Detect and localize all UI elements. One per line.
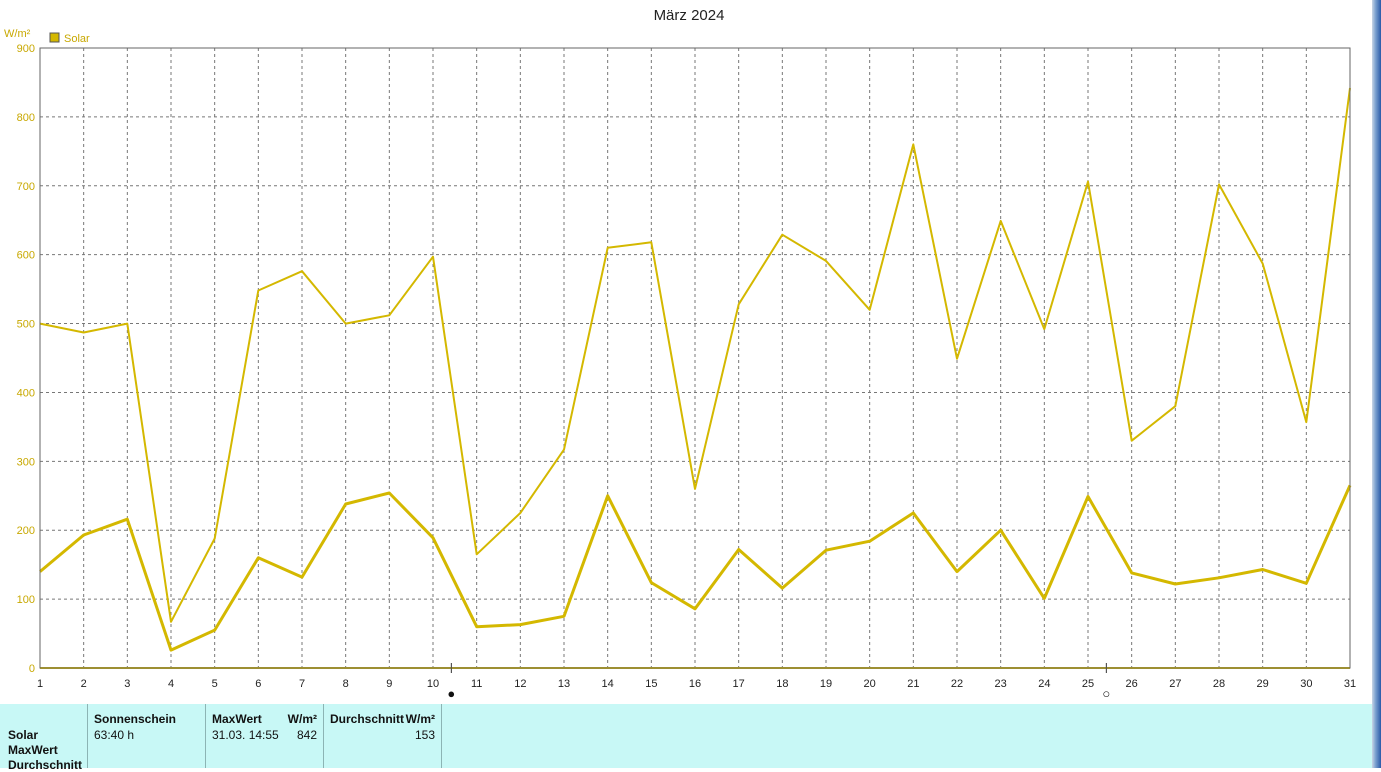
x-tick-label: 16 [689,678,701,690]
y-axis-unit: W/m² [4,28,31,40]
row-label-solar: Solar [8,728,39,742]
x-tick-label: 9 [386,678,392,690]
stats-label-column [0,704,88,768]
x-tick-label: 13 [558,678,570,690]
maxwert-datetime: 31.03. 14:55 [212,728,279,742]
x-tick-label: 30 [1300,678,1312,690]
x-tick-label: 12 [514,678,526,690]
x-tick-label: 14 [602,678,614,690]
y-tick-label: 0 [29,663,35,675]
y-tick-label: 600 [17,250,35,262]
row-label-maxwert: MaxWert [8,743,58,757]
series-group [39,87,1352,652]
x-tick-label: 15 [645,678,657,690]
x-tick-label: 23 [995,678,1007,690]
x-tick-label: 20 [864,678,876,690]
y-tick-label: 900 [17,43,35,55]
x-tick-label: 18 [776,678,788,690]
legend-label: Solar [64,33,90,45]
x-tick-label: 8 [343,678,349,690]
x-tick-label: 26 [1126,678,1138,690]
x-tick-label: 22 [951,678,963,690]
col-header-maxwert: MaxWert [212,712,262,726]
x-tick-label: 4 [168,678,174,690]
stats-col-maxwert: MaxWert W/m² 31.03. 14:55 842 [206,704,324,768]
y-tick-label: 700 [17,181,35,193]
legend-swatch [49,32,60,43]
x-tick-label: 6 [255,678,261,690]
y-tick-label: 300 [17,456,35,468]
y-axis: 0 100 200 300 400 500 600 700 800 900 [17,43,35,675]
series-line-avg [39,484,1352,652]
x-tick-label: 3 [124,678,130,690]
x-tick-label: 5 [212,678,218,690]
x-axis: 1 2 3 4 5 6 7 8 9 10 11 12 13 14 15 16 17 18 19 20 21 22 23 24 2… [37,667,1356,690]
col-header-durchschnitt: Durchschnitt [330,712,405,726]
solar-chart: März 2024 W/m² Solar 0 100 200 300 400 500 600… [4,7,1356,701]
chart-title: März 2024 [654,7,725,24]
y-tick-label: 800 [17,112,35,124]
sonnenschein-value: 63:40 h [94,728,135,742]
chart-grid [40,48,1350,668]
stats-panel: Solar MaxWert Durchschnitt Sonnenschein … [0,704,1372,772]
x-tick-label: 21 [907,678,919,690]
col-unit-maxwert: W/m² [287,712,317,726]
x-tick-label: 2 [81,678,87,690]
x-tick-label: 17 [733,678,745,690]
y-tick-label: 400 [17,387,35,399]
x-tick-label: 1 [37,678,43,690]
x-tick-label: 25 [1082,678,1094,690]
maxwert-value: 842 [296,728,317,742]
x-tick-label: 29 [1257,678,1269,690]
moon-symbol: ○ [1102,686,1110,701]
x-tick-label: 28 [1213,678,1225,690]
x-tick-label: 7 [299,678,305,690]
window-edge [1372,0,1381,768]
x-tick-label: 11 [471,678,482,690]
moon-symbol: ● [447,686,455,701]
series-line-max [39,87,1351,623]
y-tick-label: 100 [17,594,35,606]
col-unit-durchschnitt: W/m² [405,712,435,726]
stats-col-durchschnitt: Durchschnitt W/m² 153 [324,704,442,768]
plot-frame [39,47,1351,669]
x-tick-label: 10 [427,678,439,690]
x-tick-label: 19 [820,678,832,690]
y-tick-label: 200 [17,525,35,537]
x-tick-label: 27 [1169,678,1181,690]
x-tick-label: 31 [1344,678,1356,690]
durchschnitt-value: 153 [414,728,435,742]
stats-col-sonnenschein: Sonnenschein 63:40 h [88,704,206,768]
col-header-sonnenschein: Sonnenschein [94,712,177,726]
y-tick-label: 500 [17,319,35,331]
x-tick-label: 24 [1038,678,1050,690]
